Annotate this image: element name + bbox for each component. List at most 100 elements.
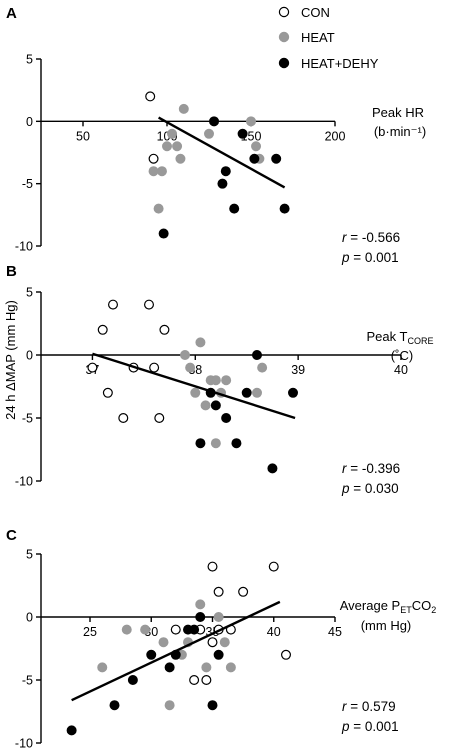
panel-b-y-tick-label: 5 [26, 286, 33, 300]
panel-b-point-heat-dehy [267, 463, 278, 474]
panel-a-point-con [148, 153, 159, 164]
panel-a-point-con [145, 91, 156, 102]
panel-a-xlabel-line1: Peak HR [372, 105, 424, 120]
panel-b-point-heat [200, 400, 211, 411]
panel-c-point-heat [140, 624, 151, 635]
panel-a-y-tick-label: -5 [22, 177, 33, 191]
legend-label-con: CON [301, 5, 330, 20]
panel-c-y-tick-label: -10 [15, 737, 33, 748]
panel-c-x-tick-label: 25 [83, 625, 97, 639]
panel-c-point-con [207, 561, 218, 572]
panel-a-point-heat [167, 128, 178, 139]
panel-b-point-heat [252, 387, 263, 398]
panel-c-point-con [268, 561, 279, 572]
panel-a-point-heat [204, 128, 215, 139]
panel-b-xlabel-line1: Peak TCORE [367, 329, 434, 346]
panel-a-point-heat [251, 141, 262, 152]
panel-b-point-heat [185, 362, 196, 373]
panel-b-point-con [154, 413, 165, 424]
panel-c-y-tick-label: 5 [26, 548, 33, 562]
panel-a-fit-line [158, 116, 286, 189]
panel-a-point-heat [153, 203, 164, 214]
panel-c-point-heat [195, 599, 206, 610]
panel-a-point-heat [148, 166, 159, 177]
panel-b: B 50-5-1037383940 Peak TCORE (˚C) r = -0… [6, 263, 433, 496]
panel-a-point-heat-dehy [271, 153, 282, 164]
panel-c-point-heat [219, 637, 230, 648]
panel-b-point-con [118, 413, 129, 424]
panel-b-xlabel-line2: (˚C) [391, 348, 413, 363]
legend-marker-heat [278, 31, 290, 43]
panel-b-point-con [149, 362, 160, 373]
panel-b-point-heat-dehy [288, 387, 299, 398]
panel-c-fit-line [71, 600, 281, 702]
panel-c-x-tick-label: 40 [267, 625, 281, 639]
panel-c-point-con [201, 674, 212, 685]
panel-b-point-con [144, 299, 155, 310]
panel-a-x-tick-label: 200 [325, 129, 346, 143]
panel-a-letter: A [6, 5, 17, 22]
panel-b-point-heat-dehy [252, 350, 263, 361]
panel-b-point-con [102, 387, 113, 398]
panel-c-point-con [207, 637, 218, 648]
panel-c-point-con [281, 649, 292, 660]
panel-c-xlabel-line2: (mm Hg) [361, 618, 412, 633]
panel-b-y-tick-label: 0 [26, 349, 33, 363]
panel-a-point-heat-dehy [279, 203, 290, 214]
panel-c-point-heat-dehy [195, 611, 206, 622]
panel-b-point-heat [180, 350, 191, 361]
panel-b-stat-p: p = 0.030 [341, 481, 399, 496]
panel-b-letter: B [6, 263, 17, 280]
legend-label-heat-dehy: HEAT+DEHY [301, 56, 379, 71]
panel-a-point-heat-dehy [158, 228, 169, 239]
panel-a-xlabel-line2: (b·min⁻¹) [374, 124, 426, 139]
panel-a-y-tick-label: 5 [26, 53, 33, 67]
panel-c-stat-p: p = 0.001 [341, 719, 399, 734]
panel-c-point-con [189, 674, 200, 685]
panel-c-point-heat-dehy [207, 700, 218, 711]
panel-b-point-heat-dehy [221, 413, 232, 424]
panel-c-x-tick-label: 45 [328, 625, 342, 639]
legend-marker-heat-dehy [278, 57, 290, 69]
panel-c-stat-r: r = 0.579 [342, 699, 396, 714]
panel-c-point-con [213, 586, 224, 597]
panel-c-point-heat [201, 662, 212, 673]
panel-a-point-heat-dehy [209, 116, 220, 127]
panel-a-point-heat [178, 103, 189, 114]
panel-b-point-con [159, 324, 170, 335]
panel-b-point-con [107, 299, 118, 310]
panel-a-point-heat-dehy [217, 178, 228, 189]
panel-c-point-heat [121, 624, 132, 635]
panel-b-point-con [97, 324, 108, 335]
panel-a-point-heat [156, 166, 167, 177]
panel-a-stat-p: p = 0.001 [341, 250, 399, 265]
panel-c-point-heat [164, 700, 175, 711]
panel-c-point-heat [225, 662, 236, 673]
panel-b-fit-line [92, 352, 296, 420]
legend-marker-con [278, 6, 290, 18]
panel-b-point-heat [190, 387, 201, 398]
panel-a-point-heat-dehy [229, 203, 240, 214]
legend: CON HEAT HEAT+DEHY [278, 5, 379, 71]
panel-c-point-heat-dehy [66, 725, 77, 736]
panel-a-point-heat [246, 116, 257, 127]
panel-b-point-con [87, 362, 98, 373]
panel-a-point-heat [172, 141, 183, 152]
panel-a-y-tick-label: 0 [26, 115, 33, 129]
panel-b-point-heat [210, 375, 221, 386]
panel-c-point-con [170, 624, 181, 635]
panel-b-point-heat [210, 438, 221, 449]
panel-c-point-heat-dehy [213, 649, 224, 660]
panel-a-point-heat-dehy [237, 128, 248, 139]
panel-b-point-heat [257, 362, 268, 373]
panel-a-point-heat-dehy [249, 153, 260, 164]
panel-c-point-heat-dehy [127, 674, 138, 685]
panel-b-point-heat [221, 375, 232, 386]
panel-b-stat-r: r = -0.396 [342, 461, 400, 476]
panel-c-point-heat-dehy [146, 649, 157, 660]
panel-c-point-heat [213, 611, 224, 622]
panel-c-y-tick-label: 0 [26, 611, 33, 625]
panel-a-x-tick-label: 50 [76, 129, 90, 143]
